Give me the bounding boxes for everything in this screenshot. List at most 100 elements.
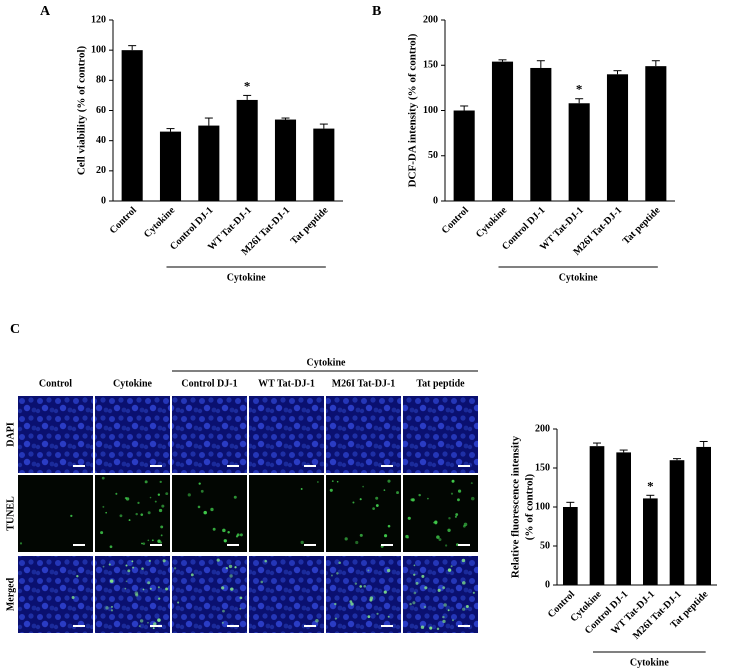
- tunel-spot: [451, 619, 454, 622]
- bar: [198, 125, 220, 201]
- tunel-spot: [165, 492, 169, 496]
- tunel-spot: [375, 496, 379, 500]
- tunel-spot: [260, 580, 264, 584]
- tunel-spot: [450, 492, 454, 495]
- image-cell: [326, 396, 401, 473]
- image-cell: [326, 475, 401, 552]
- scale-bar: [150, 625, 162, 627]
- tunel-spot: [372, 507, 375, 510]
- x-tick-label: Tat peptide: [621, 205, 663, 247]
- tunel-spot: [173, 567, 177, 570]
- tunel-spot: [157, 493, 161, 496]
- bar: [589, 446, 605, 585]
- bar: [645, 66, 667, 201]
- tunel-spot: [239, 596, 243, 600]
- tunel-spot: [424, 586, 428, 590]
- tunel-spot: [264, 559, 267, 563]
- x-tick-label: Cytokine: [142, 205, 178, 241]
- tunel-spot: [153, 622, 157, 626]
- tunel-spot: [177, 601, 180, 604]
- annotation: *: [244, 78, 251, 93]
- image-cell: [172, 475, 247, 552]
- column-label: Cytokine: [113, 378, 152, 389]
- tunel-spot: [109, 579, 114, 583]
- tunel-spot: [124, 496, 128, 500]
- image-cell: [172, 556, 247, 633]
- tunel-spot: [203, 510, 207, 515]
- row-label: DAPI: [5, 422, 16, 447]
- tunel-spot: [147, 621, 149, 624]
- scale-bar: [458, 465, 470, 467]
- bar: [236, 99, 258, 201]
- y-tick-label: 100: [535, 501, 550, 512]
- tunel-spot: [197, 505, 201, 509]
- scale-bar: [458, 544, 470, 546]
- tunel-spot: [387, 479, 391, 483]
- y-tick-label: 120: [91, 14, 106, 25]
- tunel-spot: [105, 606, 109, 610]
- annotation: *: [576, 82, 583, 97]
- bar: [563, 507, 578, 585]
- tunel-spot: [352, 501, 355, 504]
- tunel-spot: [221, 621, 224, 624]
- y-tick-label: 80: [96, 75, 106, 86]
- tunel-spot: [71, 596, 75, 600]
- tunel-spot: [300, 488, 303, 490]
- tunel-spot: [125, 564, 128, 567]
- bar: [616, 452, 631, 585]
- tunel-spot: [139, 619, 144, 623]
- tunel-spot: [387, 615, 390, 618]
- bar: [491, 61, 514, 201]
- tunel-spot: [315, 618, 319, 623]
- column-label: Control DJ-1: [181, 378, 237, 389]
- tunel-spot: [225, 566, 228, 570]
- y-tick-label: 0: [101, 195, 106, 206]
- tunel-spot: [436, 535, 440, 539]
- group-label: Cytokine: [630, 657, 669, 668]
- tunel-spot: [159, 480, 162, 484]
- tunel-spot: [433, 521, 435, 524]
- y-tick-label: 100: [91, 44, 106, 55]
- column-label: M26I Tat-DJ-1: [332, 378, 396, 389]
- tunel-spot: [396, 491, 399, 495]
- tunel-spot: [447, 528, 451, 532]
- tunel-spot: [162, 559, 166, 563]
- tunel-spot: [221, 586, 225, 590]
- tunel-spot: [222, 528, 226, 533]
- tunel-spot: [412, 601, 416, 605]
- tunel-spot: [336, 480, 339, 483]
- tunel-spot: [149, 587, 152, 590]
- tunel-spot: [350, 602, 354, 606]
- tunel-spot: [230, 587, 234, 591]
- tunel-spot: [387, 524, 391, 528]
- tunel-spot: [134, 591, 139, 595]
- tunel-spot: [142, 588, 145, 591]
- group-label: Cytokine: [307, 357, 346, 368]
- image-cell: [249, 396, 324, 473]
- tunel-spot: [448, 517, 451, 520]
- scale-bar: [150, 544, 162, 546]
- tunel-spot: [386, 568, 391, 573]
- tunel-spot: [137, 501, 140, 505]
- tunel-spot: [227, 531, 230, 534]
- tunel-spot: [317, 481, 319, 483]
- image-cell: [249, 475, 324, 552]
- tunel-spot: [363, 584, 367, 588]
- tunel-spot: [445, 544, 448, 547]
- image-cell: [403, 556, 478, 633]
- y-tick-label: 200: [535, 423, 550, 434]
- tunel-spot: [442, 619, 446, 624]
- tunel-spot: [216, 558, 220, 562]
- tunel-spot: [157, 618, 161, 622]
- tunel-spot: [413, 573, 416, 576]
- image-cell: [95, 396, 170, 473]
- tunel-spot: [334, 602, 337, 606]
- tunel-spot: [158, 508, 163, 513]
- image-cell: [172, 396, 247, 473]
- tunel-spot: [233, 495, 237, 499]
- tunel-spot: [151, 539, 154, 542]
- tunel-spot: [454, 515, 457, 518]
- scale-bar: [227, 465, 239, 467]
- tunel-spot: [161, 504, 165, 508]
- tunel-spot: [160, 534, 163, 537]
